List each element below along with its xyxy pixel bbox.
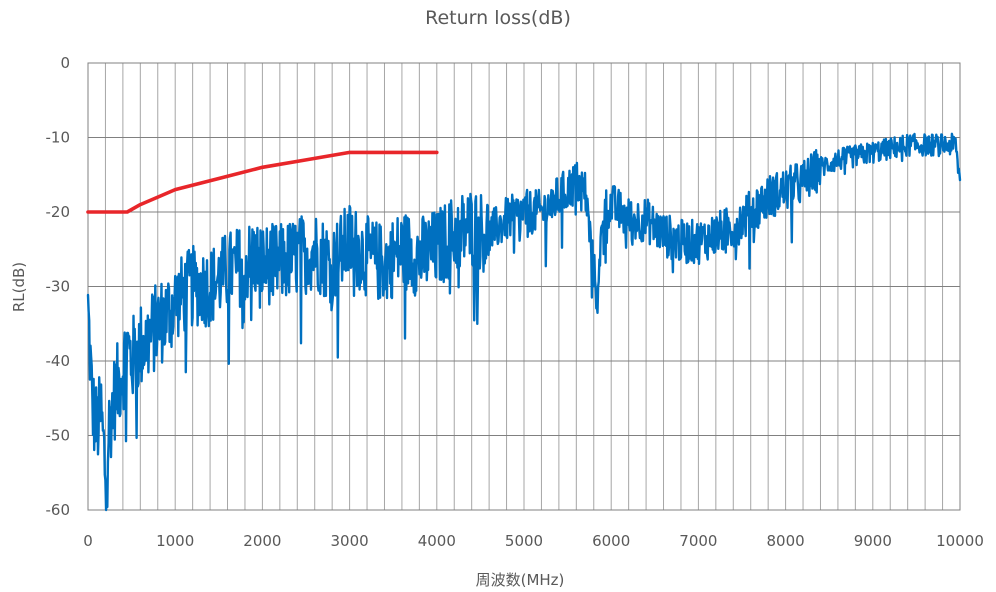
y-tick-label: 0 [60,54,70,72]
x-tick-label: 5000 [505,532,543,550]
measured-series-line [86,132,962,512]
x-tick-labels: 0 1000 2000 3000 4000 5000 6000 7000 8000 9000 100… [83,532,984,550]
x-tick-label: 1000 [156,532,194,550]
x-tick-label: 8000 [767,532,805,550]
x-tick-label: 10000 [936,532,984,550]
y-tick-label: -50 [46,427,71,445]
y-axis-label: RL(dB) [10,262,28,312]
x-tick-label: 9000 [854,532,892,550]
x-axis-label: 周波数(MHz) [476,571,565,589]
x-tick-label: 2000 [243,532,281,550]
y-tick-label: -10 [46,129,71,147]
y-tick-label: -30 [46,278,71,296]
plot-border [87,62,961,511]
x-tick-label: 6000 [592,532,630,550]
x-tick-label: 4000 [418,532,456,550]
spec-limit-line [86,150,439,214]
x-tick-label: 7000 [679,532,717,550]
chart-title: Return loss(dB) [425,7,571,29]
y-tick-label: -60 [46,501,71,519]
y-tick-label: -20 [46,203,71,221]
x-tick-label: 3000 [331,532,369,550]
series-layer [86,132,962,512]
y-tick-labels: 0 -10 -20 -30 -40 -50 -60 [46,54,71,519]
y-tick-label: -40 [46,352,71,370]
x-tick-label: 0 [83,532,93,550]
